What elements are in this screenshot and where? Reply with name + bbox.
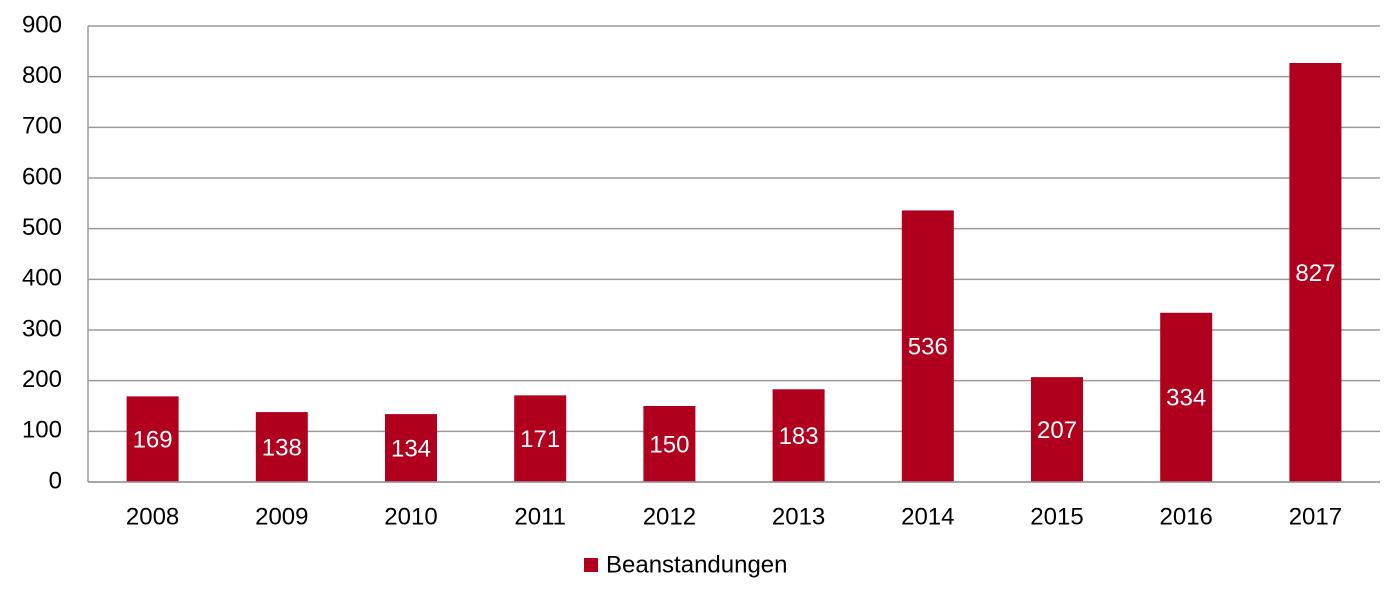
data-label: 150 bbox=[649, 431, 689, 458]
x-tick-label: 2010 bbox=[384, 503, 437, 530]
data-label: 183 bbox=[779, 423, 819, 450]
data-label: 138 bbox=[262, 434, 302, 461]
data-label: 171 bbox=[520, 426, 560, 453]
y-tick-label: 100 bbox=[22, 417, 62, 444]
data-label: 134 bbox=[391, 435, 431, 462]
bar bbox=[1031, 377, 1083, 482]
data-label: 334 bbox=[1166, 385, 1206, 412]
x-tick-label: 2015 bbox=[1030, 503, 1083, 530]
x-tick-label: 2008 bbox=[126, 503, 179, 530]
y-tick-label: 900 bbox=[22, 11, 62, 38]
bar bbox=[901, 210, 954, 482]
y-tick-label: 200 bbox=[22, 366, 62, 393]
bar bbox=[514, 395, 567, 482]
legend-label: Beanstandungen bbox=[606, 551, 788, 578]
bar bbox=[772, 389, 825, 482]
x-tick-label: 2014 bbox=[901, 503, 954, 530]
y-tick-label: 600 bbox=[22, 163, 62, 190]
x-tick-label: 2011 bbox=[514, 503, 566, 530]
bar bbox=[643, 406, 696, 482]
y-tick-label: 800 bbox=[22, 62, 62, 89]
y-tick-label: 300 bbox=[22, 315, 62, 342]
bar bbox=[255, 412, 308, 482]
bar bbox=[1160, 312, 1213, 482]
y-tick-label: 500 bbox=[22, 214, 62, 241]
x-tick-label: 2012 bbox=[643, 503, 696, 530]
y-tick-label: 0 bbox=[49, 467, 62, 494]
bar bbox=[1289, 62, 1342, 483]
y-tick-label: 700 bbox=[22, 113, 62, 140]
data-label: 169 bbox=[133, 427, 173, 454]
y-tick-label: 400 bbox=[22, 265, 62, 292]
x-tick-label: 2013 bbox=[772, 503, 825, 530]
bar bbox=[385, 414, 437, 482]
legend-swatch bbox=[584, 558, 598, 572]
x-tick-label: 2016 bbox=[1160, 503, 1213, 530]
x-tick-label: 2017 bbox=[1289, 503, 1342, 530]
data-label: 207 bbox=[1037, 417, 1077, 444]
bar bbox=[126, 396, 179, 482]
x-tick-label: 2009 bbox=[255, 503, 308, 530]
data-label: 536 bbox=[908, 334, 948, 361]
data-label: 827 bbox=[1295, 260, 1335, 287]
